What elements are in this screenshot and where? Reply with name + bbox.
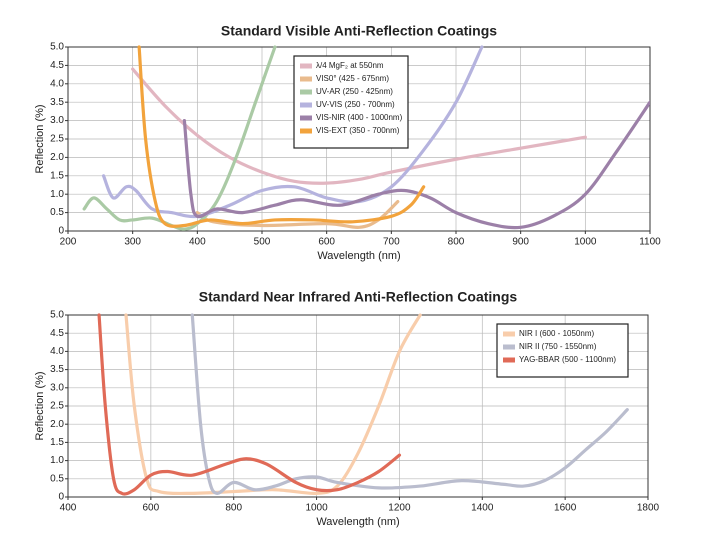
data-line [124, 313, 422, 496]
y-tick-label: 4.5 [50, 328, 64, 339]
y-tick-label: 2.0 [50, 419, 64, 430]
x-tick-label: 600 [318, 237, 335, 248]
x-tick-label: 1600 [554, 503, 577, 514]
y-tick-label: 1.0 [50, 455, 64, 466]
legend-box [293, 55, 409, 149]
x-tick-label: 300 [124, 237, 141, 248]
legend-label: UV-VIS (250 - 700nm) [316, 100, 395, 109]
legend-label: UV-AR (250 - 425nm) [316, 87, 393, 96]
data-line [131, 67, 587, 185]
y-tick-label: 0.5 [50, 207, 64, 218]
chart: Standard Visible Anti-Reflection Coating… [34, 23, 661, 262]
chart-title: Standard Near Infrared Anti-Reflection C… [199, 289, 518, 305]
y-tick-label: 3.5 [50, 364, 64, 375]
data-line [82, 45, 277, 231]
y-tick-label: 5.0 [50, 42, 64, 53]
chart-title: Standard Visible Anti-Reflection Coating… [221, 23, 497, 39]
x-tick-label: 1800 [637, 503, 660, 514]
x-tick-label: 200 [60, 237, 77, 248]
x-tick-label: 900 [512, 237, 529, 248]
plot-frame [67, 314, 649, 498]
y-axis-title: Reflection (%) [34, 371, 46, 440]
legend-label: NIR I (600 - 1050nm) [519, 329, 594, 338]
data-line [182, 100, 650, 230]
y-tick-label: 3.5 [50, 97, 64, 108]
y-tick-label: 4.0 [50, 78, 64, 89]
data-line [137, 45, 426, 228]
y-tick-label: 4.5 [50, 60, 64, 71]
x-tick-label: 1000 [305, 503, 328, 514]
y-tick-label: 5.0 [50, 310, 64, 321]
y-tick-label: 3.0 [50, 115, 64, 126]
x-tick-label: 700 [383, 237, 400, 248]
y-tick-label: 0 [58, 226, 64, 237]
x-tick-label: 600 [143, 503, 160, 514]
y-tick-label: 1.5 [50, 170, 64, 181]
legend-label: VIS-EXT (350 - 700nm) [316, 126, 400, 135]
y-tick-label: 1.5 [50, 437, 64, 448]
y-tick-label: 3.0 [50, 382, 64, 393]
chart: Standard Near Infrared Anti-Reflection C… [34, 289, 660, 528]
x-tick-label: 400 [189, 237, 206, 248]
x-axis-title: Wavelength (nm) [316, 516, 399, 528]
data-line [190, 313, 629, 495]
plot-frame [67, 46, 651, 232]
y-tick-label: 2.0 [50, 152, 64, 163]
y-tick-label: 1.0 [50, 189, 64, 200]
y-tick-label: 2.5 [50, 401, 64, 412]
legend-label: λ/4 MgF₂ at 550nm [316, 61, 384, 70]
x-axis-title: Wavelength (nm) [317, 250, 400, 262]
y-axis-title: Reflection (%) [34, 104, 46, 173]
legend-label: YAG-BBAR (500 - 1100nm) [519, 355, 616, 364]
y-tick-label: 0.5 [50, 473, 64, 484]
x-tick-label: 500 [254, 237, 271, 248]
legend-label: VIS-NIR (400 - 1000nm) [316, 113, 403, 122]
x-tick-label: 1000 [574, 237, 597, 248]
x-tick-label: 1400 [471, 503, 494, 514]
x-tick-label: 800 [448, 237, 465, 248]
y-tick-label: 2.5 [50, 134, 64, 145]
y-tick-label: 4.0 [50, 346, 64, 357]
legend-label: VIS0° (425 - 675nm) [316, 74, 389, 83]
legend-label: NIR II (750 - 1550nm) [519, 342, 597, 351]
data-line [97, 313, 402, 496]
y-tick-label: 0 [58, 492, 64, 503]
x-tick-label: 400 [60, 503, 77, 514]
legend-box [496, 323, 629, 378]
data-line [101, 45, 484, 219]
x-tick-label: 800 [225, 503, 242, 514]
x-tick-label: 1200 [388, 503, 411, 514]
x-tick-label: 1100 [639, 237, 661, 248]
